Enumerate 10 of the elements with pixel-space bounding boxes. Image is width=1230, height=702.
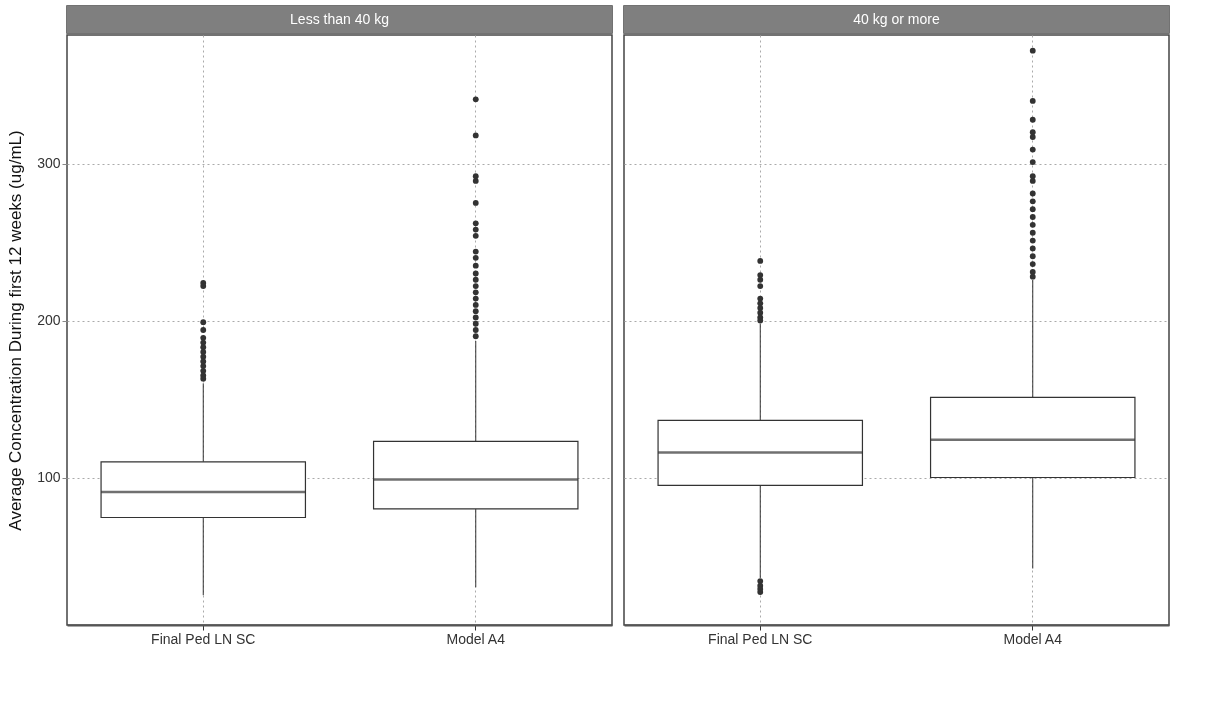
x-tick-label: Final Ped LN SC	[151, 630, 256, 647]
chart-title: 40 kg or more	[853, 10, 940, 27]
chart-title: Less than 40 kg	[290, 10, 389, 27]
y-axis-title: Average Concentration During first 12 weeks (ug/mL)	[6, 130, 26, 531]
y-tick-label: 100	[37, 469, 61, 485]
y-tick-label: 300	[37, 155, 61, 172]
x-tick-label: Final Ped LN SC	[708, 630, 813, 647]
x-tick-label: Model A4	[1003, 630, 1063, 647]
y-tick-label: 200	[37, 312, 61, 329]
x-tick-label: Model A4	[446, 630, 506, 647]
